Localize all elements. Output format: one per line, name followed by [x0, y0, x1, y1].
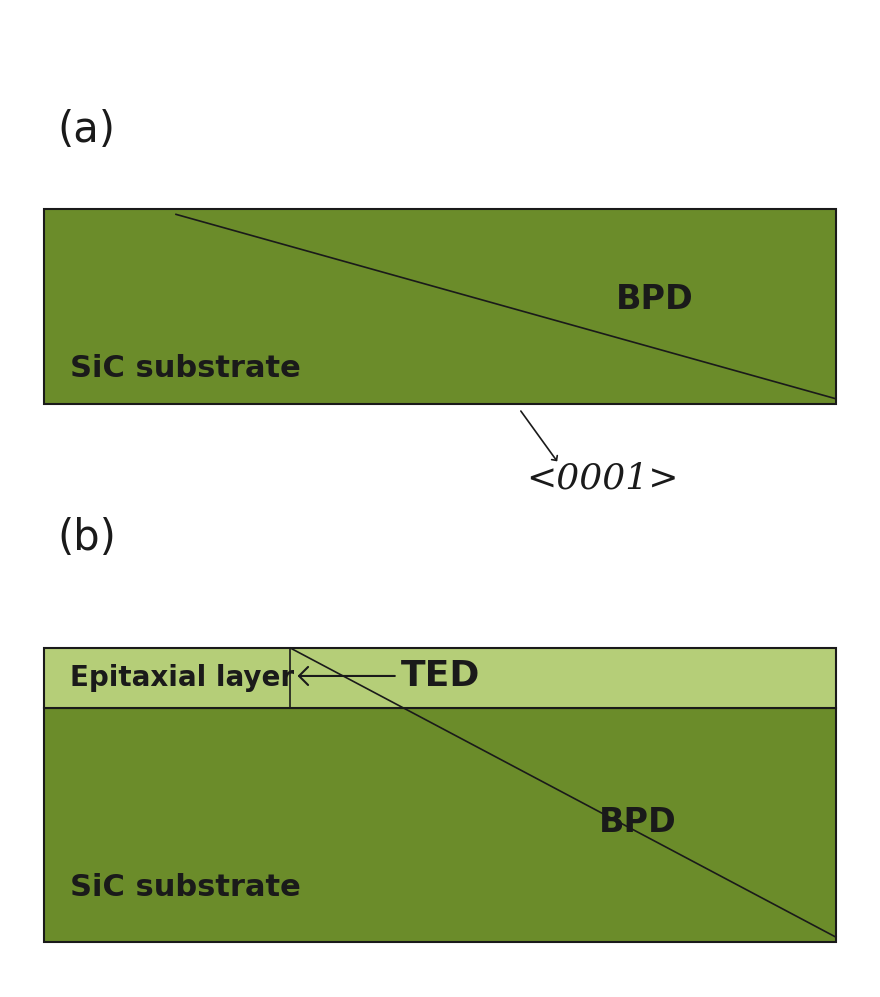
Bar	[44, 209, 836, 404]
Text: SiC substrate: SiC substrate	[70, 872, 301, 902]
Text: (b): (b)	[57, 517, 116, 559]
Bar	[44, 708, 836, 942]
Text: <0001>: <0001>	[526, 462, 679, 496]
Text: BPD: BPD	[616, 282, 693, 316]
Text: (a): (a)	[57, 109, 115, 151]
Text: BPD: BPD	[598, 806, 676, 839]
Text: SiC substrate: SiC substrate	[70, 354, 301, 384]
Text: Epitaxial layer: Epitaxial layer	[70, 664, 295, 692]
Bar	[44, 648, 836, 708]
Text: TED: TED	[299, 659, 480, 693]
